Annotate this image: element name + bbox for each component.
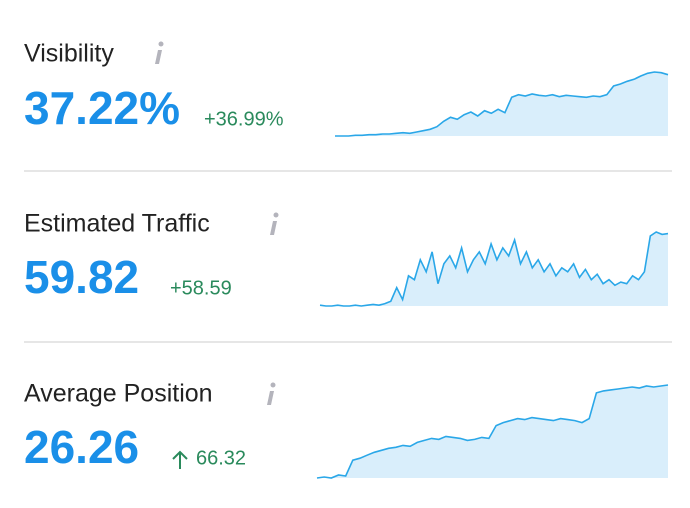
info-icons	[155, 41, 279, 406]
metric-value: 59.82	[24, 251, 139, 303]
info-icon[interactable]	[155, 41, 164, 65]
metric-change: 66.32	[196, 447, 246, 469]
metric-label: Visibility	[24, 40, 114, 68]
sparkline	[319, 231, 669, 307]
info-icon[interactable]	[270, 212, 279, 236]
metric-change: +58.59	[170, 277, 232, 299]
metric-label: Average Position	[24, 380, 213, 408]
metric-value: 37.22%	[24, 82, 180, 134]
info-icon[interactable]	[267, 382, 276, 406]
sparkline	[335, 71, 669, 137]
sparkline-area	[320, 232, 668, 306]
metric-change: +36.99%	[204, 108, 284, 130]
sparkline	[316, 384, 669, 479]
metric-label: Estimated Traffic	[24, 210, 210, 238]
sparkline-area	[317, 385, 668, 478]
up-arrow	[172, 450, 188, 469]
metric-value: 26.26	[24, 421, 139, 473]
sparkline-area	[335, 72, 668, 136]
